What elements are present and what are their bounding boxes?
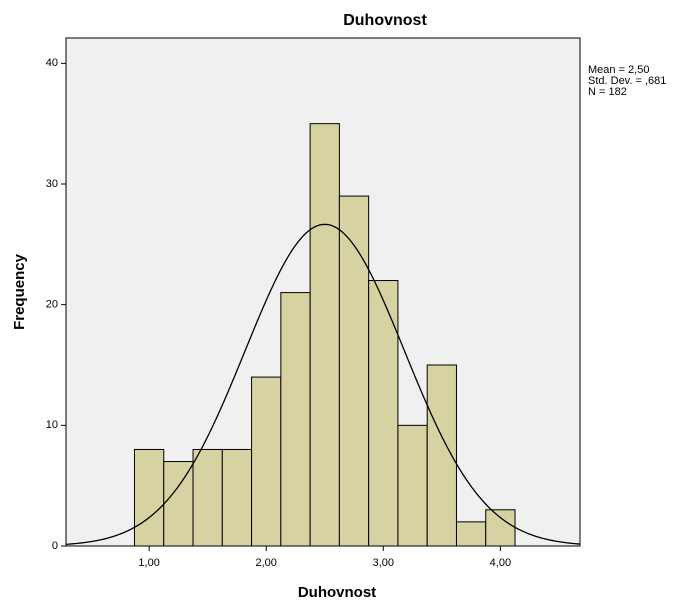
- x-axis-label: Duhovnost: [298, 584, 376, 601]
- bar: [485, 509, 516, 547]
- y-axis-label: Frequency: [11, 253, 28, 330]
- x-tick-label: 4,00: [490, 557, 511, 569]
- y-tick-label: 0: [52, 540, 58, 552]
- x-tick-label: 3,00: [373, 557, 394, 569]
- stats-label: Mean = 2,50: [588, 64, 649, 76]
- bar: [133, 448, 165, 547]
- stats-label: N = 182: [588, 86, 627, 98]
- normal-curve: [65, 223, 581, 545]
- x-tick-label: 1,00: [138, 557, 159, 569]
- y-tick-label: 20: [46, 299, 58, 311]
- stats-label: Std. Dev. = ,681: [588, 75, 666, 87]
- bar: [163, 461, 194, 547]
- y-tick-label: 30: [46, 178, 58, 190]
- y-tick-label: 40: [46, 57, 58, 69]
- bar: [368, 280, 399, 547]
- y-tick-label: 10: [46, 419, 58, 431]
- bar: [397, 424, 428, 547]
- bar: [309, 123, 340, 547]
- bar: [338, 195, 370, 547]
- chart-title: Duhovnost: [343, 12, 427, 29]
- bar: [192, 448, 223, 547]
- bar: [221, 448, 253, 547]
- bar: [251, 376, 282, 547]
- bar: [280, 292, 311, 547]
- x-tick-label: 2,00: [256, 557, 277, 569]
- bar: [455, 521, 487, 547]
